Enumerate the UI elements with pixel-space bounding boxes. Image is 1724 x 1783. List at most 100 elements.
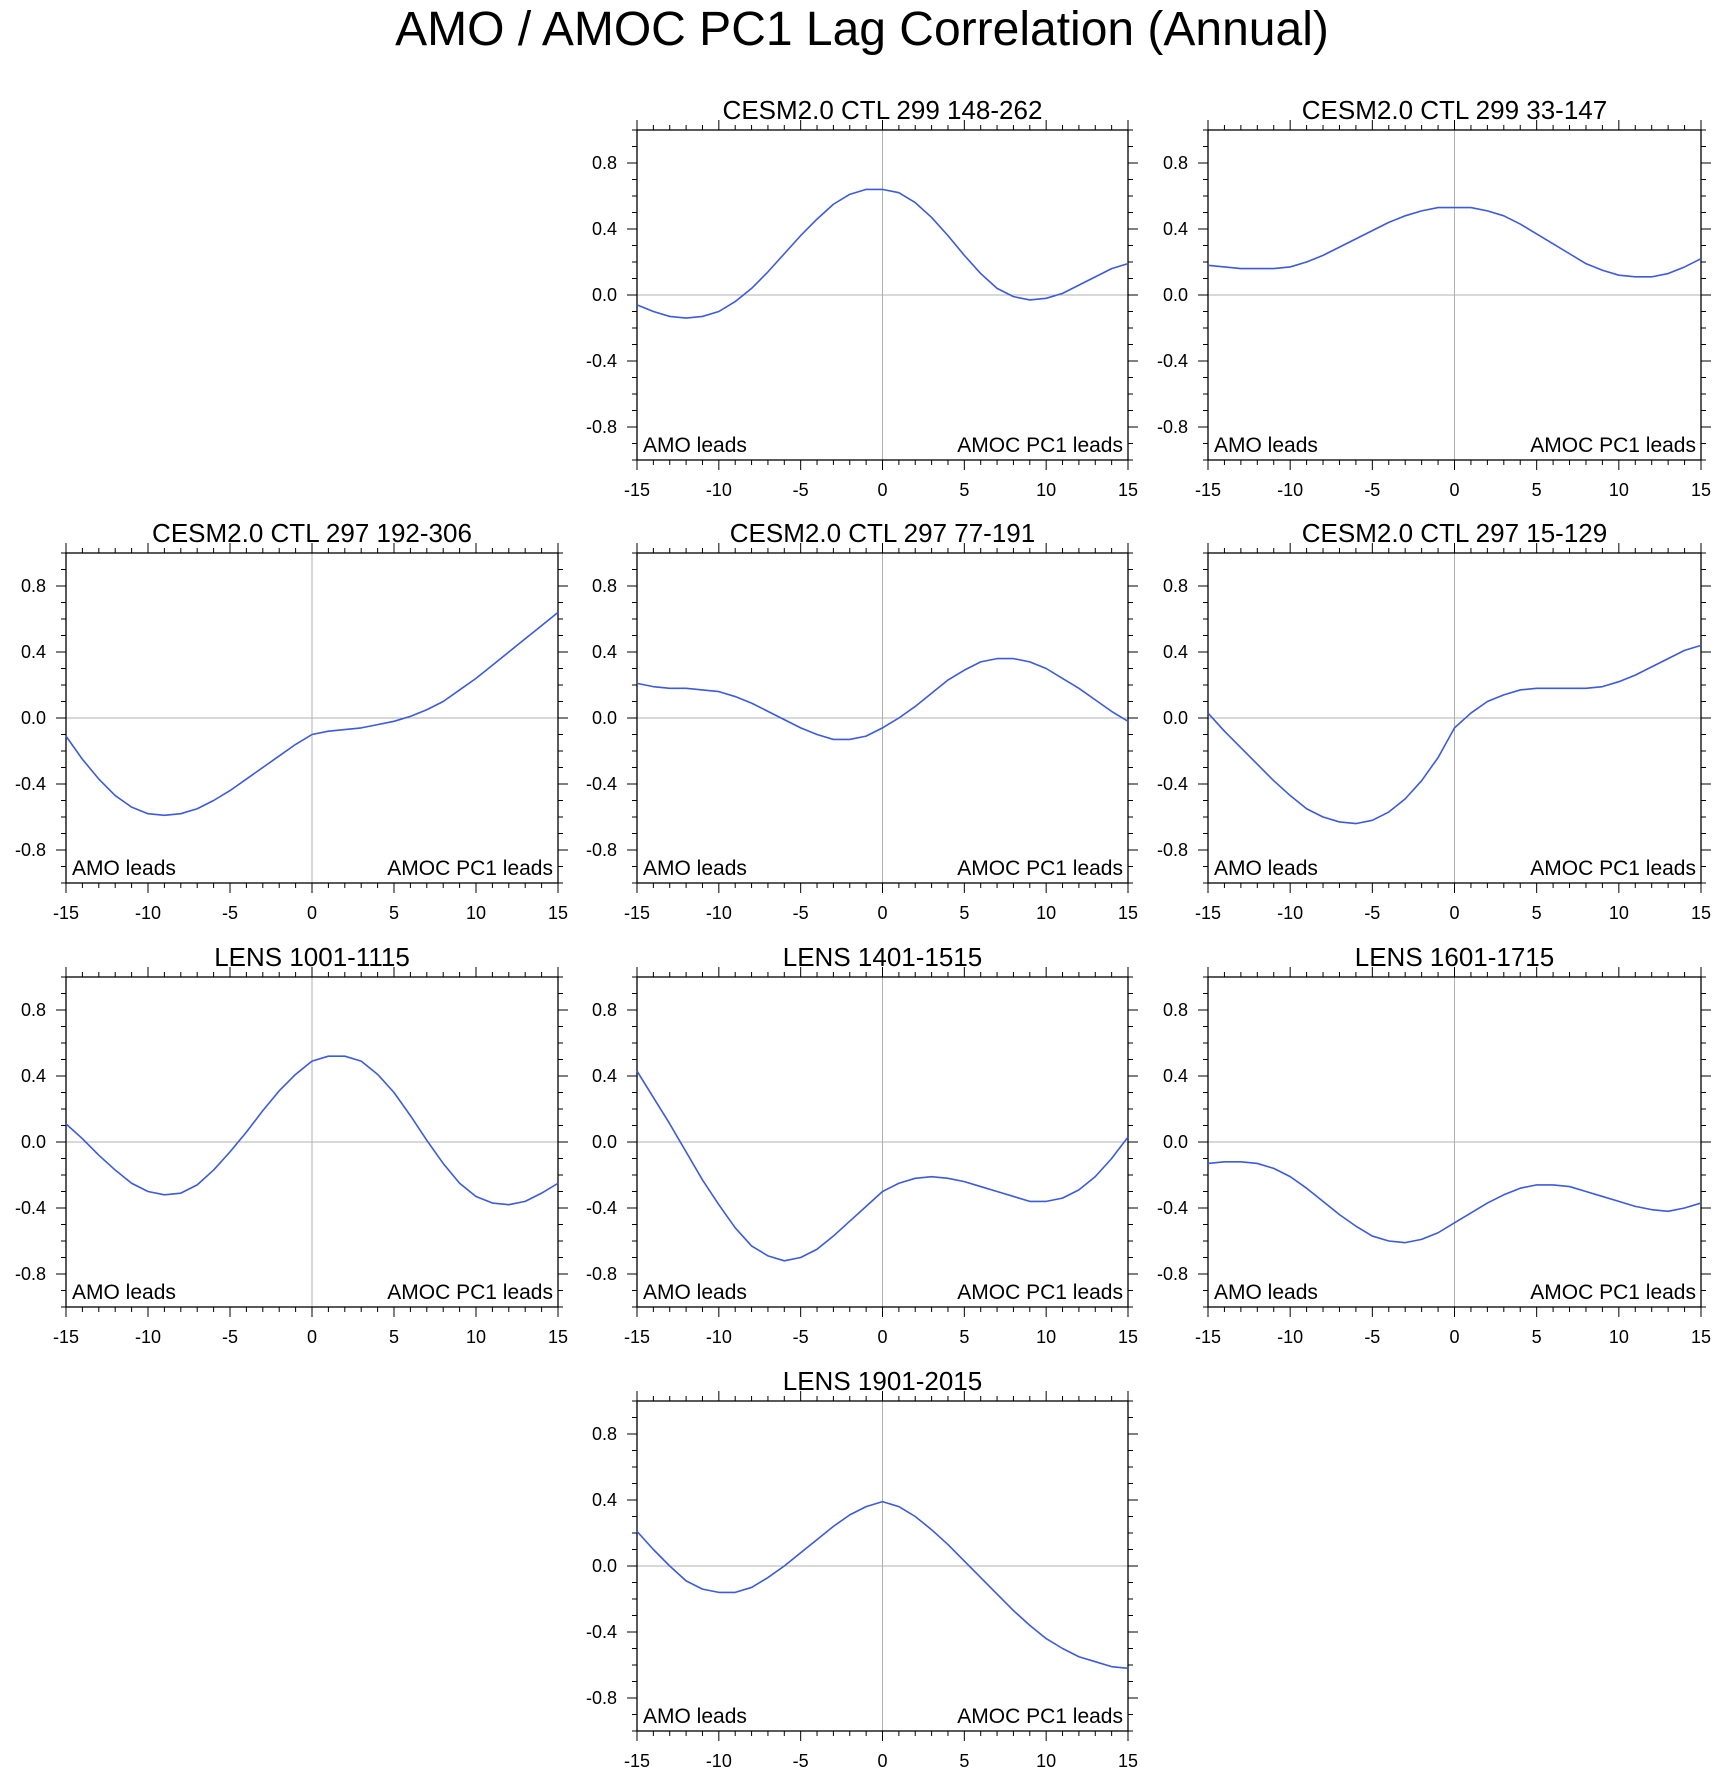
x-tick-label: 0	[1449, 1327, 1459, 1347]
chart-panel-8: -15 -10 -5 0 5 10 15 0.8 0.4 0.0 -0.4 -0.8 LENS 1601…	[1157, 942, 1711, 1347]
right-corner-label: AMOC PC1 leads	[387, 1281, 553, 1304]
x-tick-label: 5	[1532, 903, 1542, 923]
y-tick-label: -0.8	[1157, 1264, 1188, 1284]
x-tick-label: -15	[624, 480, 650, 500]
x-tick-label: 5	[389, 903, 399, 923]
panel-title: CESM2.0 CTL 297 15-129	[1302, 518, 1607, 548]
y-tick-label: 0.8	[592, 1424, 617, 1444]
right-corner-label: AMOC PC1 leads	[957, 857, 1123, 880]
y-tick-label: -0.4	[1157, 774, 1188, 794]
right-corner-label: AMOC PC1 leads	[1530, 1281, 1696, 1304]
plot-frame	[636, 976, 1129, 1308]
x-tick-label: -15	[624, 1327, 650, 1347]
x-tick-label: -5	[1364, 903, 1380, 923]
y-tick-label: -0.8	[15, 840, 46, 860]
x-tick-label: -5	[1364, 480, 1380, 500]
y-tick-label: -0.4	[586, 1622, 617, 1642]
y-tick-label: 0.4	[1163, 219, 1188, 239]
y-tick-label: 0.8	[592, 153, 617, 173]
y-tick-label: 0.0	[1163, 708, 1188, 728]
x-tick-label: 15	[1691, 903, 1711, 923]
plot-frame	[1207, 129, 1702, 461]
x-tick-label: 15	[1691, 1327, 1711, 1347]
x-tick-label: 5	[959, 480, 969, 500]
y-tick-label: -0.8	[586, 417, 617, 437]
y-tick-label: 0.8	[1163, 153, 1188, 173]
y-tick-label: 0.4	[21, 642, 46, 662]
left-corner-label: AMO leads	[1214, 857, 1318, 880]
y-tick-label: 0.4	[592, 219, 617, 239]
x-tick-label: 0	[877, 1751, 887, 1771]
y-tick-label: 0.0	[1163, 1132, 1188, 1152]
x-tick-label: -5	[222, 1327, 238, 1347]
plot-frame	[1207, 552, 1702, 884]
x-tick-label: -15	[624, 903, 650, 923]
y-tick-label: -0.4	[15, 1198, 46, 1218]
x-tick-label: 15	[1118, 1751, 1138, 1771]
x-tick-label: -10	[135, 1327, 161, 1347]
correlation-line	[1207, 1161, 1702, 1244]
x-tick-label: 15	[1118, 480, 1138, 500]
y-tick-label: -0.4	[586, 774, 617, 794]
plot-frame	[65, 552, 559, 884]
x-tick-label: -5	[222, 903, 238, 923]
x-tick-label: 5	[1532, 480, 1542, 500]
x-tick-label: -10	[706, 1751, 732, 1771]
y-tick-label: 0.4	[1163, 1066, 1188, 1086]
x-tick-label: 10	[1036, 903, 1056, 923]
x-tick-label: 15	[548, 1327, 568, 1347]
x-tick-label: 0	[877, 903, 887, 923]
page-title: AMO / AMOC PC1 Lag Correlation (Annual)	[395, 3, 1329, 56]
x-tick-label: 5	[959, 1751, 969, 1771]
y-tick-label: 0.0	[592, 1556, 617, 1576]
correlation-line	[636, 188, 1129, 319]
x-tick-label: 0	[877, 1327, 887, 1347]
correlation-line	[636, 1500, 1129, 1670]
y-tick-label: -0.4	[1157, 351, 1188, 371]
y-tick-label: 0.8	[21, 576, 46, 596]
x-tick-label: 0	[877, 480, 887, 500]
plot-frame	[1207, 976, 1702, 1308]
left-corner-label: AMO leads	[643, 434, 747, 457]
panel-title: LENS 1901-2015	[783, 1366, 982, 1396]
x-tick-label: 15	[548, 903, 568, 923]
y-tick-label: -0.8	[586, 1688, 617, 1708]
left-corner-label: AMO leads	[643, 857, 747, 880]
y-tick-label: 0.8	[592, 1000, 617, 1020]
chart-panel-3: -15 -10 -5 0 5 10 15 0.8 0.4 0.0 -0.4 -0.8 CESM2.0 C…	[15, 518, 568, 923]
y-tick-label: 0.0	[1163, 285, 1188, 305]
x-tick-label: -10	[706, 903, 732, 923]
y-tick-label: 0.4	[21, 1066, 46, 1086]
y-tick-label: -0.8	[1157, 417, 1188, 437]
x-tick-label: 10	[466, 903, 486, 923]
y-tick-label: 0.8	[1163, 576, 1188, 596]
x-tick-label: -15	[53, 903, 79, 923]
chart-panel-4: -15 -10 -5 0 5 10 15 0.8 0.4 0.0 -0.4 -0.8 CESM2.0 C…	[586, 518, 1138, 923]
x-tick-label: -15	[624, 1751, 650, 1771]
x-tick-label: 10	[466, 1327, 486, 1347]
x-tick-label: 0	[307, 903, 317, 923]
y-tick-label: 0.4	[592, 1066, 617, 1086]
x-tick-label: 15	[1691, 480, 1711, 500]
panel-title: CESM2.0 CTL 297 192-306	[152, 518, 472, 548]
correlation-line	[65, 1055, 559, 1206]
y-tick-label: -0.4	[1157, 1198, 1188, 1218]
x-tick-label: -5	[1364, 1327, 1380, 1347]
right-corner-label: AMOC PC1 leads	[957, 1281, 1123, 1304]
x-tick-label: 0	[1449, 903, 1459, 923]
right-corner-label: AMOC PC1 leads	[1530, 434, 1696, 457]
left-corner-label: AMO leads	[1214, 434, 1318, 457]
right-corner-label: AMOC PC1 leads	[957, 1705, 1123, 1728]
y-tick-label: 0.0	[592, 285, 617, 305]
x-tick-label: 10	[1036, 1327, 1056, 1347]
left-corner-label: AMO leads	[72, 857, 176, 880]
x-tick-label: -10	[706, 480, 732, 500]
y-tick-label: 0.4	[1163, 642, 1188, 662]
panel-title: LENS 1401-1515	[783, 942, 982, 972]
correlation-line	[636, 657, 1129, 741]
panel-title: CESM2.0 CTL 299 33-147	[1302, 95, 1607, 125]
chart-panel-1: -15 -10 -5 0 5 10 15 0.8 0.4 0.0 -0.4 -0.8 CESM2.0 C…	[586, 95, 1138, 500]
y-tick-label: 0.0	[21, 1132, 46, 1152]
y-tick-label: 0.8	[592, 576, 617, 596]
left-corner-label: AMO leads	[1214, 1281, 1318, 1304]
